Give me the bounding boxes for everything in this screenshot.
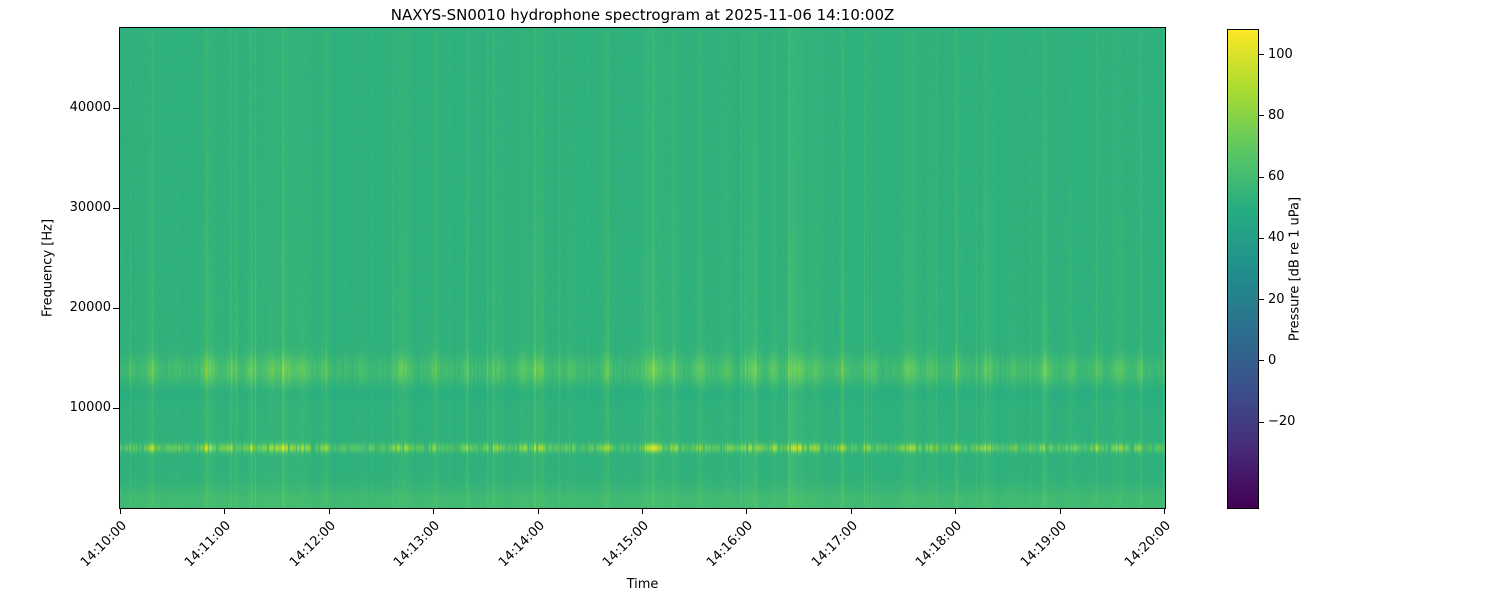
x-tick-mark — [328, 509, 330, 514]
x-tick-mark — [224, 509, 226, 514]
plot-area — [119, 27, 1166, 509]
colorbar-tick-label: 60 — [1268, 169, 1285, 185]
y-tick-mark — [113, 107, 119, 109]
y-tick-mark — [113, 207, 119, 209]
colorbar-tick-label: −20 — [1268, 414, 1296, 430]
colorbar-tick-mark — [1259, 115, 1264, 117]
colorbar-tick-mark — [1259, 299, 1264, 301]
colorbar-tick-label: 0 — [1268, 352, 1277, 368]
spectrogram-heatmap — [120, 28, 1165, 508]
x-tick-mark — [1164, 509, 1165, 514]
chart-title: NAXYS-SN0010 hydrophone spectrogram at 2… — [390, 6, 895, 24]
colorbar-tick-label: 20 — [1268, 291, 1285, 307]
x-tick-mark — [433, 509, 435, 514]
colorbar-tick-label: 40 — [1268, 230, 1285, 246]
y-tick-label: 40000 — [69, 100, 111, 115]
colorbar-label: Pressure [dB re 1 uPa] — [1287, 196, 1303, 342]
x-tick-mark — [642, 509, 643, 514]
x-tick-mark — [746, 509, 748, 514]
colorbar-tick-label: 100 — [1268, 46, 1293, 62]
y-tick-label: 20000 — [69, 300, 111, 315]
colorbar — [1227, 29, 1259, 509]
x-tick-mark — [537, 509, 539, 514]
x-tick-mark — [955, 509, 957, 514]
colorbar-gradient — [1228, 30, 1258, 508]
y-tick-mark — [113, 407, 119, 409]
colorbar-tick-mark — [1259, 360, 1264, 362]
colorbar-tick-label: 80 — [1268, 107, 1285, 123]
y-tick-mark — [113, 307, 119, 309]
x-tick-label: 14:10:00 — [78, 518, 130, 571]
x-tick-mark — [850, 509, 852, 514]
x-tick-mark — [120, 509, 121, 514]
colorbar-tick-mark — [1259, 54, 1264, 55]
x-tick-mark — [1059, 509, 1061, 514]
y-tick-label: 10000 — [69, 400, 111, 415]
colorbar-tick-mark — [1259, 421, 1264, 423]
colorbar-tick-mark — [1259, 237, 1264, 239]
x-axis-label: Time — [626, 577, 659, 592]
y-tick-label: 30000 — [69, 200, 111, 215]
colorbar-tick-mark — [1259, 176, 1264, 178]
